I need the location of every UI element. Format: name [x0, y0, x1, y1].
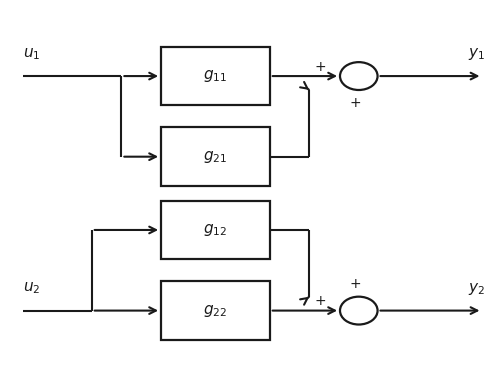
- Text: $y_1$: $y_1$: [468, 46, 485, 62]
- Text: +: +: [314, 294, 326, 308]
- Text: $u_2$: $u_2$: [22, 281, 40, 296]
- Bar: [161, 201, 270, 259]
- Text: $g_{11}$: $g_{11}$: [204, 68, 228, 84]
- Text: $u_1$: $u_1$: [22, 46, 40, 62]
- Text: $g_{21}$: $g_{21}$: [204, 149, 228, 165]
- Text: +: +: [349, 96, 360, 110]
- Text: $y_2$: $y_2$: [468, 280, 485, 296]
- Text: +: +: [314, 60, 326, 74]
- Bar: [161, 47, 270, 105]
- Text: $g_{22}$: $g_{22}$: [204, 302, 228, 318]
- Bar: [161, 127, 270, 186]
- Bar: [161, 281, 270, 340]
- Text: $g_{12}$: $g_{12}$: [204, 222, 228, 238]
- Text: +: +: [349, 277, 360, 291]
